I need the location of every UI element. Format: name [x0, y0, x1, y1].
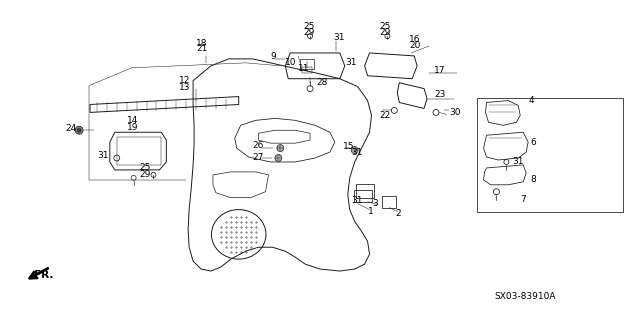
Text: 8: 8: [530, 175, 536, 184]
Text: 24: 24: [65, 124, 76, 133]
Text: 23: 23: [434, 90, 445, 99]
Circle shape: [75, 126, 83, 134]
Text: 11: 11: [298, 64, 310, 73]
Circle shape: [275, 155, 282, 162]
Text: 31: 31: [333, 33, 345, 42]
Circle shape: [351, 147, 358, 154]
Text: 31: 31: [97, 150, 108, 160]
Text: 1: 1: [368, 207, 373, 216]
Text: FR.: FR.: [34, 270, 54, 280]
Text: 10: 10: [285, 58, 297, 67]
Text: 31: 31: [352, 148, 363, 156]
Bar: [300, 59, 314, 69]
Text: 25: 25: [380, 22, 391, 31]
Text: 31: 31: [352, 196, 363, 205]
Text: 31: 31: [346, 58, 357, 67]
Text: SX03-83910A: SX03-83910A: [494, 292, 556, 301]
Text: 26: 26: [253, 140, 264, 150]
Text: 31: 31: [512, 157, 524, 166]
Bar: [476, 98, 624, 212]
Circle shape: [277, 145, 284, 152]
Text: 6: 6: [530, 138, 536, 147]
Text: 16: 16: [409, 35, 420, 44]
Bar: [354, 190, 371, 202]
Text: 29: 29: [303, 28, 315, 36]
Text: 19: 19: [127, 123, 138, 132]
Text: 28: 28: [316, 78, 327, 87]
Text: 20: 20: [409, 42, 420, 51]
Text: 21: 21: [196, 44, 208, 53]
Bar: [382, 196, 396, 208]
Text: 14: 14: [127, 116, 138, 125]
Circle shape: [77, 128, 81, 132]
Text: 29: 29: [380, 28, 391, 36]
Text: 18: 18: [196, 38, 208, 48]
Text: 12: 12: [179, 76, 190, 85]
Text: 30: 30: [449, 108, 461, 117]
Bar: [355, 184, 373, 198]
Text: 13: 13: [179, 83, 190, 92]
Text: 9: 9: [271, 52, 276, 61]
Bar: [302, 67, 312, 73]
Text: 29: 29: [140, 170, 151, 180]
Text: 22: 22: [380, 111, 390, 120]
Text: 2: 2: [396, 209, 401, 218]
Text: 4: 4: [528, 96, 534, 105]
Text: 15: 15: [343, 142, 354, 151]
Text: 25: 25: [303, 22, 315, 31]
Text: 7: 7: [520, 195, 526, 204]
Bar: [117, 137, 161, 165]
Text: 27: 27: [253, 153, 264, 162]
Text: 3: 3: [373, 199, 378, 208]
Text: 17: 17: [434, 66, 445, 75]
Text: 25: 25: [140, 164, 151, 172]
